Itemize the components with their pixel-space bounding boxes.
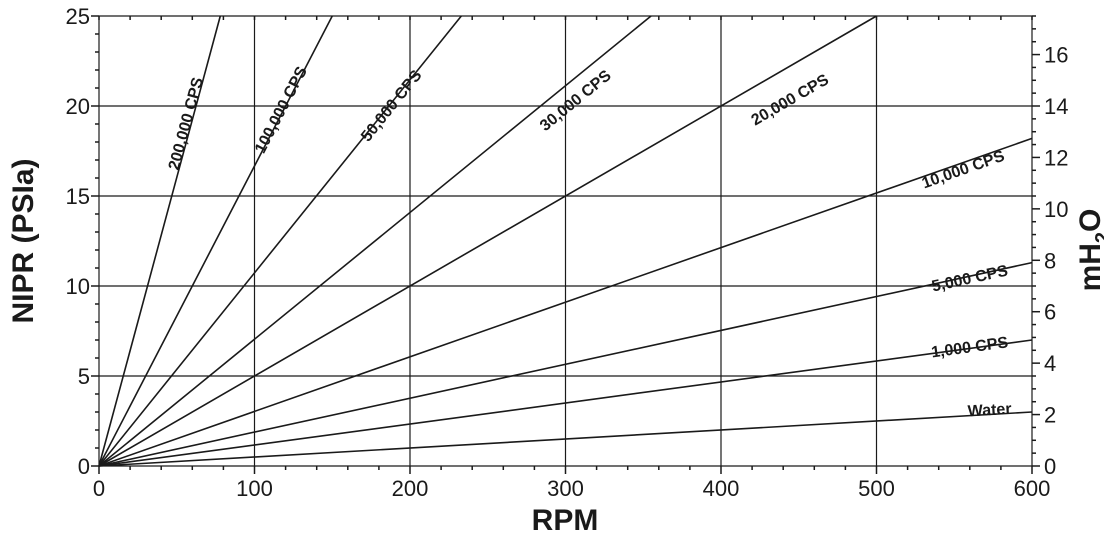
y-axis-title: NIPR (PSIa) [7, 158, 40, 323]
series-label-10-000-cps: 10,000 CPS [920, 148, 1007, 193]
y2-tick-label: 8 [1044, 248, 1056, 273]
series-line-10-000-cps [98, 137, 1033, 467]
y-tick-label: 10 [66, 274, 90, 299]
series-line-20-000-cps [98, 15, 877, 467]
y-tick-label: 15 [66, 184, 90, 209]
y2-tick-label: 0 [1044, 454, 1056, 479]
y2-tick-label: 10 [1044, 197, 1068, 222]
grid [98, 15, 1033, 467]
series-line-30-000-cps [98, 15, 652, 467]
series-line-50-000-cps [98, 15, 462, 467]
x-tick-label: 100 [236, 476, 273, 501]
x-tick-label: 0 [93, 476, 105, 501]
y2-axis-title: mH2O [1074, 209, 1104, 292]
x-tick-label: 200 [392, 476, 429, 501]
x-tick-label: 600 [1014, 476, 1051, 501]
series-line-200-000-cps [98, 15, 222, 467]
x-tick-label: 500 [858, 476, 895, 501]
series-label-1-000-cps: 1,000 CPS [930, 334, 1009, 361]
x-axis-title: RPM [532, 504, 599, 537]
y2-tick-label: 6 [1044, 300, 1056, 325]
y-tick-label: 0 [78, 454, 90, 479]
series-labels: Water 1,000 CPS 5,000 CPS 10,000 CPS 20,000 … [166, 64, 1012, 421]
x-tick-label: 400 [703, 476, 740, 501]
y2-tick-label: 2 [1044, 403, 1056, 428]
y2-tick-label: 4 [1044, 351, 1056, 376]
axes: 0 100 200 300 400 500 600051015202502468101214… [66, 4, 1069, 501]
series-label-200-000-cps: 200,000 CPS [166, 75, 207, 172]
y-tick-label: 25 [66, 4, 90, 29]
series-lines [98, 15, 1033, 467]
x-tick-label: 300 [547, 476, 584, 501]
series-line-water [98, 411, 1033, 467]
y-tick-label: 20 [66, 94, 90, 119]
y2-tick-label: 16 [1044, 43, 1068, 68]
series-label-5-000-cps: 5,000 CPS [930, 262, 1010, 295]
series-label-water: Water [967, 401, 1012, 421]
y2-tick-label: 14 [1044, 94, 1068, 119]
series-label-20-000-cps: 20,000 CPS [749, 71, 832, 129]
y2-tick-label: 12 [1044, 145, 1068, 170]
series-line-1-000-cps [98, 339, 1033, 467]
series-line-5-000-cps [98, 261, 1033, 467]
y-tick-label: 5 [78, 364, 90, 389]
series-label-100-000-cps: 100,000 CPS [252, 64, 311, 157]
series-line-100-000-cps [98, 15, 333, 467]
